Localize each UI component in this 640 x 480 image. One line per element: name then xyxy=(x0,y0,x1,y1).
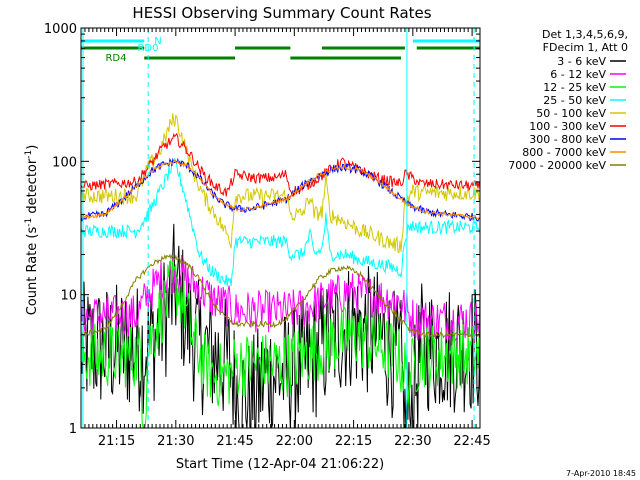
x-tick-label: 21:45 xyxy=(216,434,253,449)
legend-label-50-100-kev: 50 - 100 keV xyxy=(536,107,606,120)
y-tick-label: 10 xyxy=(60,289,77,304)
y-axis-label-mid: detector xyxy=(25,158,40,218)
y-axis-label-exp2: -1 xyxy=(24,150,34,159)
legend-label-6-12-kev: 6 - 12 keV xyxy=(550,68,606,81)
flag-label-n: N xyxy=(154,36,161,47)
legend-label-100-300-kev: 100 - 300 keV xyxy=(529,120,606,133)
series-line-300-800-kev xyxy=(81,157,480,222)
series-line-6-12-kev xyxy=(81,254,480,342)
legend-label-800-7000-kev: 800 - 7000 keV xyxy=(522,146,606,159)
flag-label-rd4: RD4 xyxy=(105,53,126,64)
x-tick-label: 21:30 xyxy=(157,434,194,449)
y-axis-label-end: ) xyxy=(25,145,40,150)
legend-header-line: Det 1,3,4,5,6,9, xyxy=(542,28,628,41)
x-tick-label: 22:30 xyxy=(394,434,431,449)
vlines-layer xyxy=(82,28,475,428)
series-line-12-25-kev xyxy=(81,259,480,428)
x-tick-label: 22:00 xyxy=(276,434,313,449)
legend-label-12-25-kev: 12 - 25 keV xyxy=(543,81,606,94)
legend-label-300-800-kev: 300 - 800 keV xyxy=(529,133,606,146)
axes-layer: 21:15 21:30 21:45 22:00 22:15 22:30 22:45 1 10 10… xyxy=(44,22,491,449)
legend-header-line: FDecim 1, Att 0 xyxy=(543,41,628,54)
y-axis-label: Count Rate (s-1 detector-1) xyxy=(24,145,40,316)
series-line-800-7000-kev xyxy=(81,159,480,221)
x-axis-label: Start Time (12-Apr-04 21:06:22) xyxy=(176,457,384,472)
y-axis-label-main: Count Rate (s xyxy=(25,227,40,316)
series-line-7000-20000-kev xyxy=(81,253,480,339)
y-tick-label: 1000 xyxy=(44,22,77,37)
plot-frame xyxy=(80,27,481,429)
legend-label-7000-20000-kev: 7000 - 20000 keV xyxy=(508,159,606,172)
series-line-50-100-kev xyxy=(81,113,480,254)
legend-label-25-50-kev: 25 - 50 keV xyxy=(543,94,606,107)
series-line-100-300-kev xyxy=(81,132,480,198)
chart-title: HESSI Observing Summary Count Rates xyxy=(132,4,431,22)
legend: Det 1,3,4,5,6,9,FDecim 1, Att 03 - 6 keV… xyxy=(508,28,628,172)
y-tick-label: 1 xyxy=(69,422,77,437)
legend-label-3-6-kev: 3 - 6 keV xyxy=(557,55,606,68)
y-tick-label: 100 xyxy=(52,155,77,170)
series-line-25-50-kev xyxy=(81,157,480,287)
timestamp: 7-Apr-2010 18:45 xyxy=(566,469,636,478)
x-tick-label: 22:45 xyxy=(453,434,490,449)
x-tick-label: 22:15 xyxy=(335,434,372,449)
x-tick-label: 21:15 xyxy=(98,434,135,449)
series-layer xyxy=(81,113,480,428)
y-axis-label-exp1: -1 xyxy=(24,218,34,227)
